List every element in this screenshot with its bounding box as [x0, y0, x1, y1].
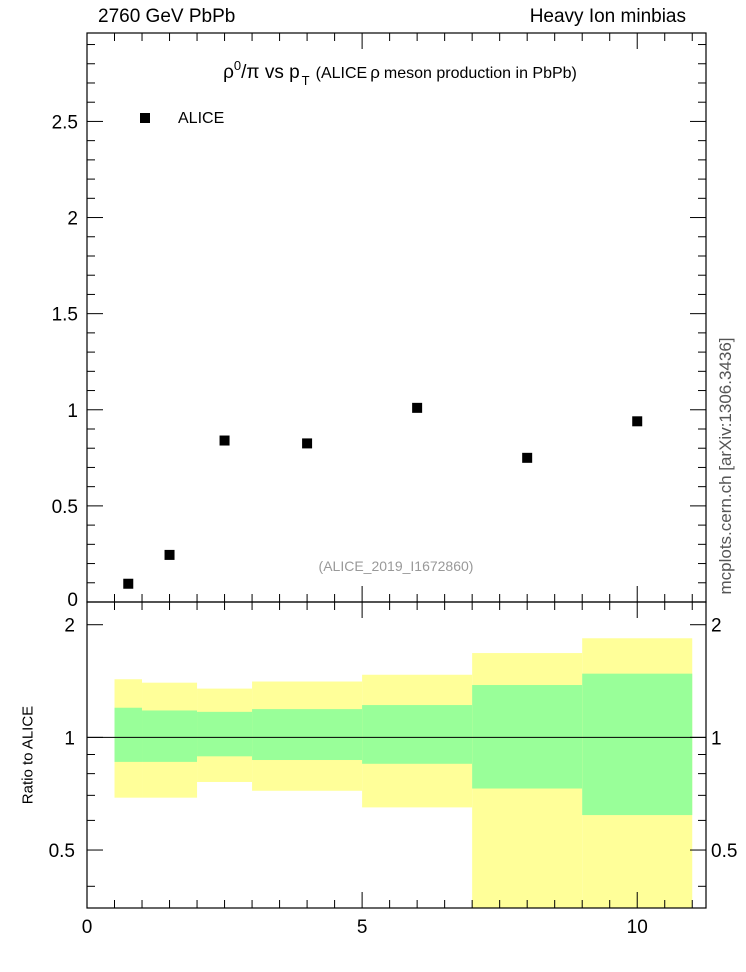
watermark-analysis-id: (ALICE_2019_I1672860) [319, 558, 474, 574]
ratio-panel: 0.5 0.5 1 1 2 2 0 5 10 [49, 601, 737, 938]
ratio-ytick-label-right: 0.5 [711, 841, 737, 862]
ratio-xtick-label: 5 [357, 917, 368, 938]
header-energy-label: 2760 GeV PbPb [98, 6, 236, 27]
alice-point [522, 452, 533, 463]
chart-title: ρ0/π vs p T (ALICE ρ meson production in PbP… [223, 58, 577, 88]
ratio-inner-band [142, 710, 198, 762]
legend-label: ALICE [178, 110, 224, 127]
main-ytick-label: 2 [67, 209, 78, 230]
alice-point [164, 549, 175, 560]
ratio-ytick-label: 2 [64, 616, 75, 637]
ratio-inner-band [114, 707, 143, 762]
main-ytick-label: 0.5 [52, 497, 78, 518]
alice-point [302, 438, 313, 449]
ratio-ytick-label-right: 1 [711, 728, 722, 749]
alice-point [123, 578, 134, 589]
ratio-inner-band [472, 685, 583, 789]
alice-data-points [123, 402, 643, 589]
ratio-axis-ticks: 0.5 0.5 1 1 2 2 0 5 10 [49, 602, 737, 938]
mcplots-source-label: mcplots.cern.ch [arXiv:1306.3436] [716, 337, 735, 595]
alice-point [412, 402, 423, 413]
main-ytick-label: 1 [67, 401, 78, 422]
main-ytick-label: 2.5 [52, 112, 78, 133]
ratio-ytick-label: 0.5 [49, 841, 75, 862]
legend-marker [140, 113, 150, 123]
ratio-y-axis-label: Ratio to ALICE [19, 705, 37, 805]
ratio-xtick-label: 10 [627, 917, 648, 938]
header-process-label: Heavy Ion minbias [529, 6, 686, 27]
ratio-inner-band [252, 709, 363, 761]
ratio-ytick-label: 1 [64, 728, 75, 749]
main-ytick-label: 1.5 [52, 305, 78, 326]
main-panel: ρ0/π vs p T (ALICE ρ meson production in PbP… [52, 32, 707, 611]
ratio-ytick-label-right: 2 [711, 616, 722, 637]
ratio-uncertainty-bands [114, 638, 693, 908]
alice-point [632, 416, 643, 427]
ratio-frame [86, 601, 707, 909]
ratio-xtick-label: 0 [82, 917, 93, 938]
main-ytick-label: 0 [67, 590, 78, 611]
alice-point [219, 435, 230, 446]
ratio-inner-band [582, 673, 693, 816]
ratio-inner-band [197, 711, 253, 757]
ratio-inner-band [362, 705, 473, 764]
